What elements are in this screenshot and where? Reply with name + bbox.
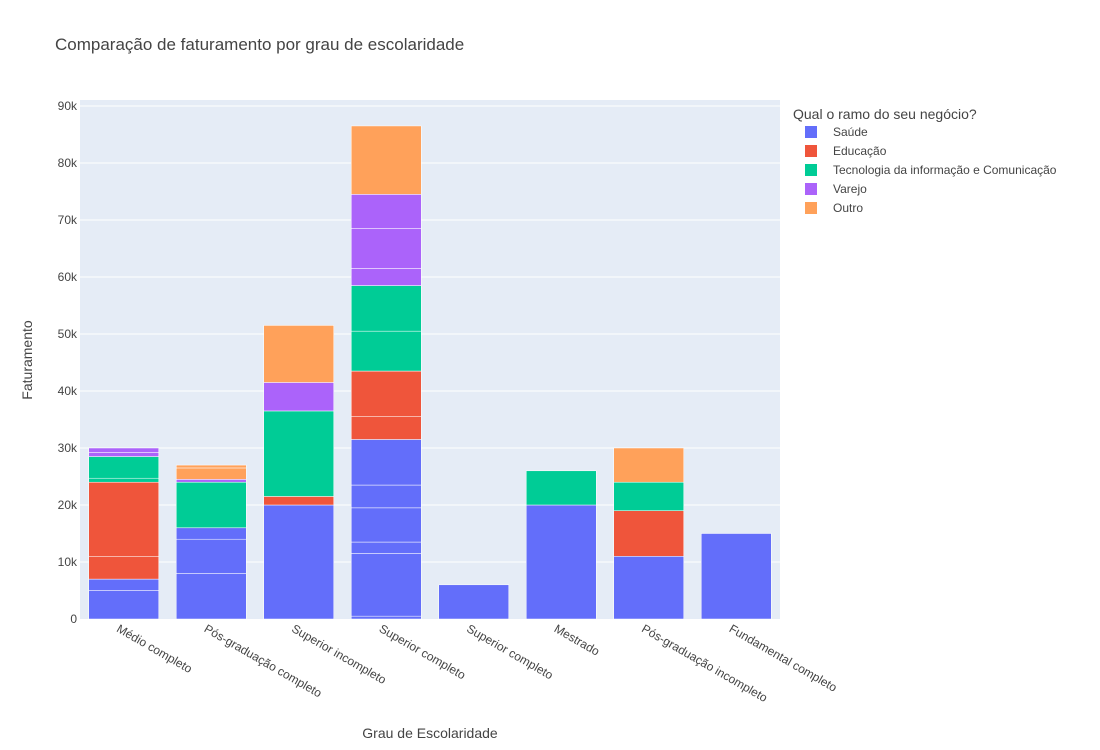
bar-segment[interactable] [88, 556, 159, 580]
legend-item[interactable]: Outro [833, 201, 863, 215]
bar-segment[interactable] [351, 416, 422, 440]
legend-item[interactable]: Saúde [833, 125, 868, 139]
x-tick-labels: Médio completo Pós-graduação completoSupe… [114, 621, 839, 705]
bar-segment[interactable] [176, 467, 247, 480]
bar-segment[interactable] [263, 496, 334, 506]
x-tick-label: Médio completo [114, 621, 195, 676]
y-tick-label: 30k [58, 441, 78, 455]
bar-segment[interactable] [176, 538, 247, 574]
bar-segment[interactable] [351, 330, 422, 372]
bar-segment[interactable] [351, 541, 422, 554]
bar-segment[interactable] [88, 456, 159, 479]
legend-item[interactable]: Varejo [833, 182, 867, 196]
bar-segment[interactable] [351, 484, 422, 509]
bar-segment[interactable] [176, 527, 247, 540]
y-tick-label: 10k [58, 555, 78, 569]
x-tick-label: Superior completo [377, 621, 469, 682]
bar-segment[interactable] [88, 590, 159, 620]
bar-segment[interactable] [613, 510, 684, 557]
bar-segment[interactable] [613, 556, 684, 620]
y-tick-label: 80k [58, 156, 78, 170]
y-tick-label: 60k [58, 270, 78, 284]
bar-segment[interactable] [613, 481, 684, 511]
bars [88, 125, 772, 620]
x-axis-title: Grau de Escolaridade [362, 725, 498, 741]
legend-swatch[interactable] [805, 202, 817, 214]
y-tick-label: 0 [70, 612, 77, 626]
y-tick-label: 40k [58, 384, 78, 398]
legend-item[interactable]: Tecnologia da informação e Comunicação [833, 163, 1057, 177]
bar-segment[interactable] [351, 507, 422, 543]
bar-segment[interactable] [88, 452, 159, 457]
bar-segment[interactable] [263, 382, 334, 412]
legend-swatch[interactable] [805, 126, 817, 138]
chart-title: Comparação de faturamento por grau de es… [55, 35, 464, 54]
y-tick-labels: 0 10k 20k 30k 40k 50k 60k 70k 80k 90k [58, 99, 78, 626]
bar-segment[interactable] [263, 410, 334, 497]
bar-segment[interactable] [176, 481, 247, 529]
bar-segment[interactable] [351, 370, 422, 417]
legend-swatch[interactable] [805, 145, 817, 157]
bar-segment[interactable] [263, 504, 334, 620]
bar-segment[interactable] [613, 447, 684, 483]
bar-segment[interactable] [351, 615, 422, 620]
y-tick-label: 70k [58, 213, 78, 227]
y-tick-label: 90k [58, 99, 78, 113]
bar-segment[interactable] [438, 584, 509, 620]
bar-segment[interactable] [526, 470, 597, 506]
y-axis-title: Faturamento [19, 320, 35, 400]
legend-item[interactable]: Educação [833, 144, 887, 158]
bar-segment[interactable] [176, 573, 247, 620]
bar-segment[interactable] [88, 578, 159, 591]
bar-segment[interactable] [701, 533, 772, 620]
bar-segment[interactable] [351, 439, 422, 486]
bar-segment[interactable] [351, 553, 422, 617]
bar-segment[interactable] [351, 125, 422, 195]
legend-swatch[interactable] [805, 183, 817, 195]
bar-segment[interactable] [351, 268, 422, 286]
x-tick-label: Superior completo [464, 621, 556, 682]
bar-segment[interactable] [351, 194, 422, 229]
bar-segment[interactable] [176, 464, 247, 469]
bar-segment[interactable] [176, 479, 247, 483]
bar-segment[interactable] [351, 228, 422, 269]
y-tick-label: 20k [58, 498, 78, 512]
legend[interactable]: Saúde Educação Tecnologia da informação e … [805, 125, 1057, 215]
x-tick-label: Mestrado [552, 621, 603, 658]
legend-title: Qual o ramo do seu negócio? [793, 106, 977, 122]
bar-segment[interactable] [88, 447, 159, 453]
bar-segment[interactable] [88, 481, 159, 557]
bar-segment[interactable] [88, 477, 159, 483]
bar-segment[interactable] [351, 285, 422, 332]
legend-swatch[interactable] [805, 164, 817, 176]
bar-segment[interactable] [263, 325, 334, 383]
bar-segment[interactable] [526, 504, 597, 620]
y-tick-label: 50k [58, 327, 78, 341]
